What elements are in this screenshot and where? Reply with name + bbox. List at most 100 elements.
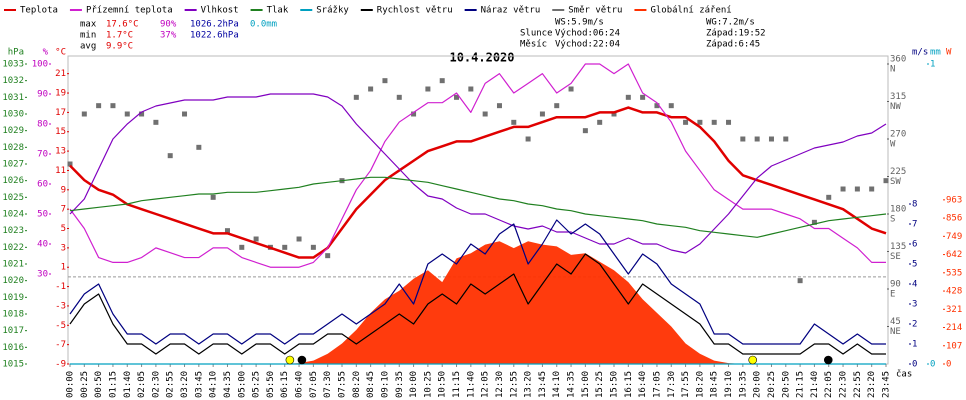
y-tick-label: 360 [890, 55, 906, 65]
compass-label: SW [890, 177, 901, 187]
point [296, 236, 302, 242]
stat: 37% [160, 31, 177, 41]
info: Východ:22:04 [555, 40, 620, 50]
event-marker [823, 355, 833, 365]
y-tick-label: 90 [37, 90, 48, 100]
point [582, 128, 588, 134]
y-tick-label: 5 [61, 224, 66, 234]
compass-label: SE [890, 252, 901, 262]
y-tick-label: 1 [930, 60, 935, 70]
point [611, 111, 617, 117]
y-tick-label: 214 [946, 323, 962, 333]
y-tick-label: 21 [55, 69, 66, 79]
y-tick-label: 270 [890, 130, 906, 140]
line [69, 106, 887, 259]
y-tick-label: 225 [890, 167, 906, 177]
axis-unit: m/s [912, 48, 928, 58]
x-tick-label: 07:30 [323, 371, 333, 398]
stat: 9.9°C [106, 42, 133, 52]
y-tick-label: 1028 [2, 143, 24, 153]
stat: 17.6°C [106, 20, 139, 30]
point [654, 103, 660, 109]
axis-unit: W [946, 48, 952, 58]
line [69, 93, 887, 254]
point [539, 111, 545, 117]
y-tick-label: 4 [912, 280, 917, 290]
y-tick-label: 3 [912, 300, 917, 310]
y-tick-label: 5 [912, 260, 917, 270]
y-tick-label: -7 [55, 340, 66, 350]
x-tick-label: 08:45 [366, 371, 376, 398]
point [840, 186, 846, 192]
point [640, 94, 646, 100]
event-marker [748, 355, 757, 365]
point [81, 111, 87, 117]
point [239, 244, 245, 250]
x-tick-label: 10:25 [423, 371, 433, 398]
point [496, 103, 502, 109]
x-tick-label: 18:20 [695, 371, 705, 398]
x-tick-label: 23:45 [882, 371, 892, 398]
info: Slunce [520, 29, 553, 39]
point [196, 144, 202, 150]
x-tick-label: 09:35 [395, 371, 405, 398]
area [70, 241, 886, 364]
point [124, 111, 130, 117]
y-tick-label: 642 [946, 250, 962, 260]
x-tick-label: 00:50 [94, 371, 104, 398]
point [396, 94, 402, 100]
x-tick-label: 15:50 [610, 371, 620, 398]
line [69, 176, 887, 238]
legend-label: Teplota [20, 6, 58, 16]
x-tick-label: 21:40 [810, 371, 820, 398]
point [783, 136, 789, 142]
point [96, 103, 102, 109]
point [67, 161, 73, 167]
line [69, 63, 886, 268]
x-tick-label: 15:00 [581, 371, 591, 398]
y-tick-label: 0 [946, 360, 951, 370]
point [597, 119, 603, 125]
x-tick-label: 14:35 [567, 371, 577, 398]
y-tick-label: 100 [32, 60, 48, 70]
x-tick-label: 12:30 [495, 371, 505, 398]
point [325, 253, 331, 259]
point [167, 153, 173, 159]
line [69, 219, 886, 345]
axis-unit: hPa [8, 48, 24, 58]
y-tick-label: 1 [912, 340, 917, 350]
x-tick-label: 21:15 [796, 371, 806, 398]
y-tick-label: 13 [55, 147, 66, 157]
x-tick-label: 04:35 [223, 371, 233, 398]
point [869, 186, 875, 192]
y-tick-label: 963 [946, 195, 962, 205]
x-tick-label: 11:15 [452, 371, 462, 398]
legend-label: Přízemní teplota [86, 6, 173, 16]
x-tick-label: 18:45 [710, 371, 720, 398]
stat: 90% [160, 20, 177, 30]
y-tick-label: 1025 [2, 193, 24, 203]
y-tick-label: 1030 [2, 110, 24, 120]
info: Západ:19:52 [706, 29, 766, 39]
y-tick-label: 1017 [2, 326, 24, 336]
point [224, 228, 230, 234]
y-tick-label: 0 [912, 360, 917, 370]
x-tick-label: 17:05 [652, 371, 662, 398]
point [439, 78, 445, 84]
y-tick-label: 1 [61, 263, 66, 273]
point [768, 136, 774, 142]
y-tick-label: 70 [37, 150, 48, 160]
y-tick-label: 11 [55, 166, 66, 176]
x-tick-label: 17:55 [681, 371, 691, 398]
x-tick-label: 01:15 [108, 371, 118, 398]
x-tick-label: 00:25 [80, 371, 90, 398]
y-tick-label: -1 [55, 282, 66, 292]
compass-label: S [890, 215, 895, 225]
point [740, 136, 746, 142]
x-tick-label: 02:55 [166, 371, 176, 398]
x-tick-label: 05:00 [237, 371, 247, 398]
y-tick-label: 7 [912, 220, 917, 230]
y-tick-label: 1029 [2, 126, 24, 136]
y-tick-label: 30 [37, 270, 48, 280]
x-tick-label: 06:40 [295, 371, 305, 398]
